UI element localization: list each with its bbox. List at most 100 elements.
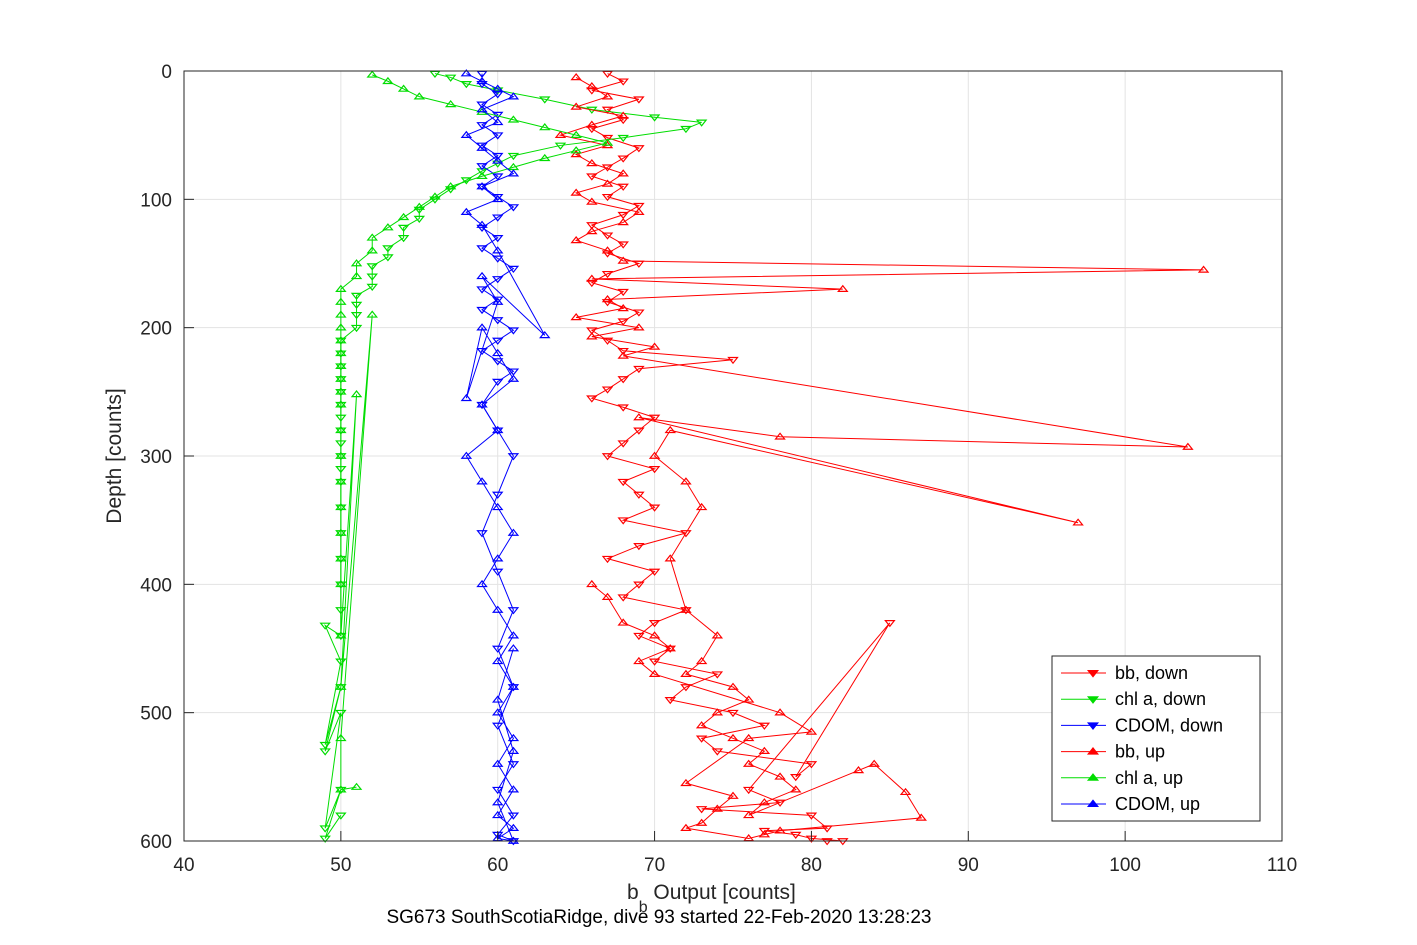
data-point: [570, 73, 582, 81]
data-point: [1182, 442, 1194, 450]
data-point: [539, 123, 551, 131]
data-point: [476, 143, 488, 151]
data-point: [507, 684, 520, 692]
data-point: [742, 810, 755, 819]
data-point: [382, 223, 394, 231]
data-point: [570, 146, 582, 154]
data-point: [586, 332, 598, 340]
data-point: [586, 81, 598, 90]
data-point: [476, 163, 488, 171]
data-point: [680, 530, 692, 538]
data-point: [491, 156, 504, 164]
data-point: [507, 733, 520, 742]
data-point: [382, 254, 394, 262]
y-tick-label: 600: [140, 832, 172, 853]
data-point: [570, 235, 582, 244]
data-point: [539, 330, 551, 339]
series-line: [465, 73, 546, 842]
data-point: [617, 211, 629, 220]
data-point: [617, 440, 629, 448]
data-point: [491, 695, 504, 703]
data-point: [617, 183, 629, 191]
data-point: [491, 568, 504, 576]
series-layer: [319, 69, 1210, 846]
data-point: [491, 132, 504, 140]
data-point: [680, 823, 692, 831]
data-point: [507, 115, 520, 123]
legend-marker: [1086, 746, 1100, 755]
data-point: [805, 812, 818, 820]
data-point: [680, 477, 692, 485]
data-point: [915, 813, 927, 821]
data-point: [460, 393, 473, 402]
data-point: [617, 169, 629, 177]
data-point: [727, 733, 739, 742]
data-point: [476, 220, 488, 228]
series-line: [590, 73, 891, 842]
data-point: [695, 721, 708, 729]
data-point: [335, 348, 347, 357]
data-point: [805, 727, 818, 735]
data-point: [319, 622, 331, 630]
series-line: [481, 73, 515, 842]
data-point: [507, 368, 520, 376]
data-point: [335, 733, 347, 742]
data-point: [476, 400, 488, 408]
data-point: [476, 323, 488, 331]
data-point: [680, 125, 692, 134]
legend-entry: bb, down: [1115, 663, 1188, 683]
data-point: [507, 92, 520, 100]
data-point: [491, 296, 504, 304]
data-point: [586, 327, 598, 335]
data-point: [507, 152, 520, 161]
data-point: [350, 389, 363, 398]
legend-marker: [1086, 773, 1100, 781]
data-point: [648, 658, 661, 666]
data-point: [476, 477, 488, 485]
data-point: [586, 87, 598, 95]
data-point: [460, 69, 473, 77]
data-point: [491, 337, 504, 345]
x-tick-label: 100: [1109, 855, 1141, 876]
legend-marker: [1086, 670, 1100, 678]
legend: bb, down chl a, down CDOM, down bb, up chl a…: [1051, 655, 1261, 822]
data-point: [617, 404, 629, 412]
data-point: [507, 746, 520, 754]
data-point: [491, 554, 504, 562]
data-point: [617, 78, 629, 86]
data-point: [350, 324, 363, 333]
data-point: [476, 105, 488, 113]
data-point: [711, 671, 724, 679]
data-point: [601, 232, 614, 240]
y-axis-label: Depth [counts]: [103, 388, 126, 523]
figure-caption: SG673 SouthScotiaRidge, dive 93 started …: [386, 907, 931, 928]
data-point: [633, 543, 645, 551]
data-point: [507, 374, 520, 382]
data-point: [727, 356, 739, 365]
legend-entry: bb, up: [1115, 742, 1165, 762]
data-point: [758, 830, 771, 838]
data-point: [507, 785, 520, 793]
data-point: [476, 101, 488, 109]
data-point: [695, 818, 708, 826]
data-point: [491, 246, 504, 254]
data-point: [491, 276, 504, 284]
legend-marker: [1086, 722, 1100, 731]
x-tick-label: 50: [330, 855, 351, 876]
data-point: [319, 741, 331, 750]
data-point: [633, 202, 645, 211]
data-point: [742, 759, 755, 767]
data-point: [507, 812, 520, 820]
data-point: [586, 579, 598, 588]
legend-entry: CDOM, down: [1115, 715, 1223, 735]
data-point: [476, 286, 488, 294]
data-point: [491, 605, 504, 613]
data-point: [335, 400, 347, 408]
data-point: [507, 204, 520, 212]
data-point: [648, 342, 661, 350]
data-point: [617, 517, 629, 525]
data-point: [397, 235, 410, 243]
data-point: [335, 502, 347, 511]
data-point: [648, 114, 661, 122]
